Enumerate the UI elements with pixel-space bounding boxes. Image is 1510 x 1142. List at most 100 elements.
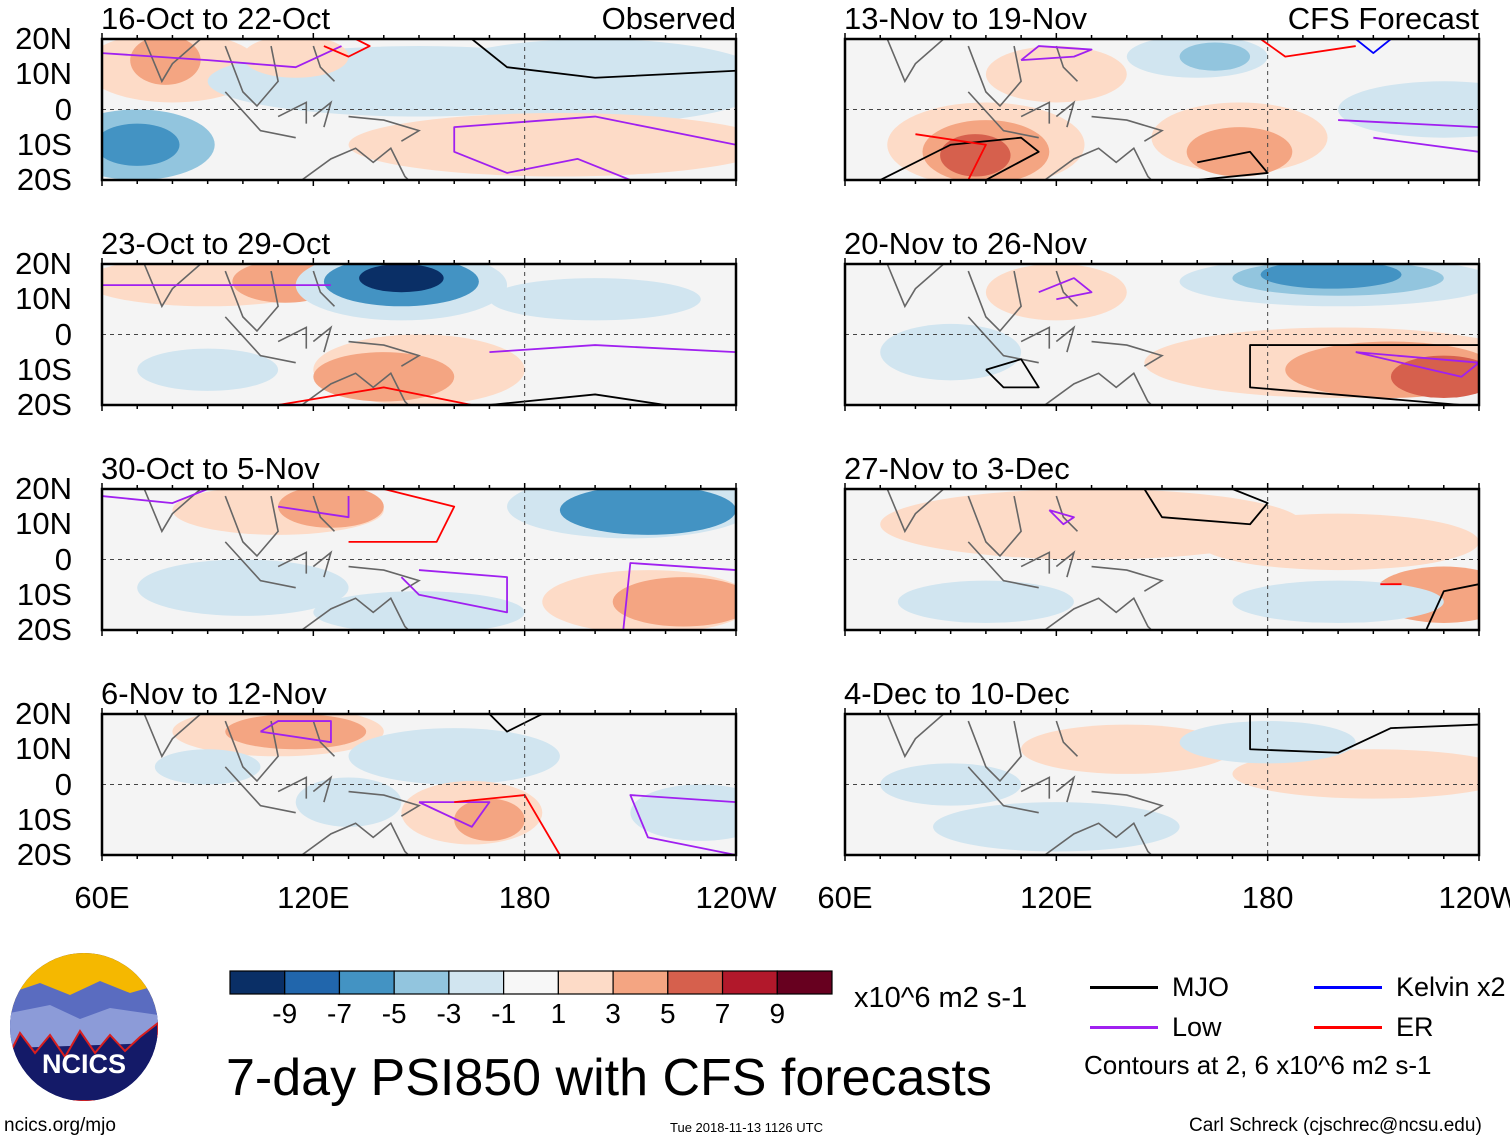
anomaly-region bbox=[454, 798, 525, 841]
legend-line-swatch bbox=[1314, 1026, 1382, 1029]
lat-tick-label: 20S bbox=[16, 387, 72, 422]
legend-line-swatch bbox=[1090, 986, 1158, 989]
coastline bbox=[886, 714, 945, 759]
coastline bbox=[1020, 101, 1051, 124]
contour-line bbox=[102, 489, 209, 505]
contour-line bbox=[1048, 509, 1075, 526]
colorbar-label: 9 bbox=[769, 998, 786, 1029]
contour-line bbox=[879, 136, 1040, 180]
map-panel bbox=[843, 258, 1481, 411]
coastline bbox=[1043, 597, 1153, 630]
anomaly-region bbox=[933, 802, 1180, 852]
anomaly-region bbox=[1179, 721, 1356, 764]
map-panel bbox=[843, 33, 1481, 186]
colorbar-label: -3 bbox=[436, 998, 462, 1029]
colorbar-swatch bbox=[284, 970, 341, 995]
colorbar-swatch bbox=[448, 970, 505, 995]
coastline bbox=[1020, 326, 1051, 349]
coastline bbox=[312, 775, 333, 803]
coastline bbox=[1055, 720, 1079, 757]
colorbar-swatch bbox=[776, 970, 833, 995]
contour-note: Contours at 2, 6 x10^6 m2 s-1 bbox=[1084, 1050, 1432, 1080]
coastline bbox=[312, 550, 333, 578]
anomaly-region bbox=[1260, 264, 1402, 289]
coastline bbox=[886, 489, 945, 534]
contour-line bbox=[622, 562, 736, 630]
coastline bbox=[1043, 822, 1153, 855]
coastline bbox=[224, 720, 279, 783]
coastline bbox=[967, 495, 1022, 558]
contour-line bbox=[1020, 45, 1093, 62]
lon-tick-label: 120W bbox=[695, 880, 777, 915]
contour-line bbox=[1260, 39, 1356, 58]
coastline bbox=[143, 489, 202, 534]
colorbar-label: 1 bbox=[550, 998, 567, 1029]
anomaly-region bbox=[1021, 724, 1233, 774]
coastline bbox=[886, 39, 945, 84]
panel-title: 13-Nov to 19-Nov bbox=[844, 1, 1087, 36]
coastline bbox=[1055, 775, 1076, 803]
anomaly-region bbox=[1232, 580, 1444, 623]
coastline bbox=[1020, 776, 1051, 799]
lat-tick-label: 20N bbox=[15, 21, 72, 56]
map-panel bbox=[100, 483, 738, 636]
coastline bbox=[1091, 790, 1164, 817]
anomaly-region bbox=[1179, 42, 1251, 71]
anomaly-region bbox=[1186, 127, 1293, 177]
legend-line-swatch bbox=[1090, 1026, 1158, 1029]
coastline bbox=[277, 101, 308, 124]
anomaly-region bbox=[295, 777, 402, 827]
contour-line bbox=[1338, 119, 1479, 153]
contour-line bbox=[629, 794, 736, 855]
anomaly-region bbox=[278, 489, 384, 528]
map-panel bbox=[843, 708, 1481, 861]
lat-tick-label: 10N bbox=[15, 731, 72, 767]
coastline bbox=[277, 326, 308, 349]
legend-label: Kelvin x2 bbox=[1396, 972, 1506, 1002]
author-credit: Carl Schreck (cjschrec@ncsu.edu) bbox=[1189, 1115, 1482, 1136]
lat-tick-label: 0 bbox=[54, 91, 72, 127]
lat-tick-label: 10N bbox=[15, 56, 72, 92]
lon-tick-label: 180 bbox=[498, 880, 551, 915]
anomaly-region bbox=[137, 559, 349, 616]
contour-line bbox=[1143, 489, 1269, 526]
coastline bbox=[143, 39, 202, 84]
contour-line bbox=[400, 569, 508, 614]
coastline bbox=[277, 551, 308, 574]
colorbar-label: -5 bbox=[381, 998, 407, 1029]
panel-title: 6-Nov to 12-Nov bbox=[101, 676, 327, 711]
lat-tick-label: 20N bbox=[15, 246, 72, 281]
coastline bbox=[277, 776, 308, 799]
anomaly-region bbox=[897, 580, 1074, 623]
source-url[interactable]: ncics.org/mjo bbox=[4, 1115, 116, 1136]
contour-line bbox=[277, 386, 473, 405]
lat-tick-label: 10S bbox=[16, 576, 72, 612]
lat-tick-label: 20N bbox=[15, 471, 72, 506]
coastline bbox=[312, 720, 336, 757]
anomaly-region bbox=[313, 352, 455, 402]
coastline bbox=[1043, 147, 1153, 180]
colorbar-swatch bbox=[229, 970, 286, 995]
anomaly-region bbox=[559, 489, 736, 535]
panel-title: 27-Nov to 3-Dec bbox=[844, 451, 1070, 486]
anomaly-region bbox=[313, 591, 525, 630]
panel-title: 30-Oct to 5-Nov bbox=[101, 451, 320, 486]
map-panel bbox=[100, 33, 738, 186]
contour-line bbox=[488, 714, 543, 733]
lon-tick-label: 120W bbox=[1438, 880, 1510, 915]
panel-title: 20-Nov to 26-Nov bbox=[844, 226, 1087, 261]
contour-line bbox=[323, 39, 371, 58]
contour-line bbox=[471, 39, 736, 79]
coastline bbox=[312, 270, 336, 307]
contour-line bbox=[1355, 39, 1392, 54]
coastline bbox=[300, 372, 410, 405]
mountains-icon bbox=[10, 953, 158, 1101]
coastline bbox=[224, 316, 296, 364]
colorbar-label: -1 bbox=[491, 998, 517, 1029]
coastline bbox=[967, 45, 1022, 108]
lat-tick-label: 10N bbox=[15, 506, 72, 542]
panel-title: 23-Oct to 29-Oct bbox=[101, 226, 331, 261]
